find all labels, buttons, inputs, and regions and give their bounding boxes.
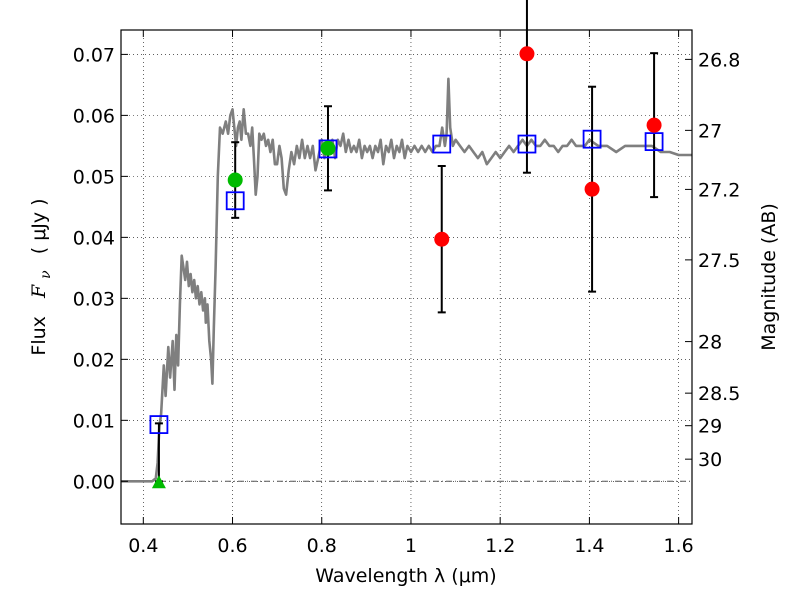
y2-axis-label: Magnitude (AB) xyxy=(758,203,780,351)
y-tick-label: 0.03 xyxy=(73,288,115,310)
mag-tick-label: 28.5 xyxy=(698,383,740,405)
mag-tick-label: 29 xyxy=(698,416,722,438)
plot-frame xyxy=(120,29,693,525)
synthetic-photometry-square xyxy=(582,129,602,149)
y-tick-label: 0.01 xyxy=(73,410,115,432)
x-axis-label: Wavelength λ (μm) xyxy=(315,565,496,587)
mag-tick-label: 27 xyxy=(698,120,722,142)
synthetic-photometry-square xyxy=(644,132,664,152)
y-tick-label: 0.00 xyxy=(73,471,115,493)
observed-photometry-point xyxy=(584,181,600,197)
hst-photometry-point xyxy=(320,140,336,156)
observed-photometry-point xyxy=(434,231,450,247)
x-tick-label: 0.4 xyxy=(128,535,158,557)
y-tick-label: 0.04 xyxy=(73,227,115,249)
y-tick-label: 0.05 xyxy=(73,166,115,188)
y-tick-label: 0.02 xyxy=(73,349,115,371)
y-axis-label: Flux F ν ( μJy ) xyxy=(28,198,55,355)
y-axis-label-unit: ( μJy ) xyxy=(28,198,50,254)
y-tick-label: 0.07 xyxy=(73,44,115,66)
x-tick-label: 1.6 xyxy=(664,535,694,557)
axis-ticks: 0.4 0.6 0.8 1 1.2 1.4 1.6 0.00 0.01 0.02 0.03 0.04 0… xyxy=(73,30,740,557)
x-tick-label: 0.6 xyxy=(217,535,247,557)
synthetic-photometry-square xyxy=(225,191,245,211)
svg-text:Flux F ν ( μ: Flux F ν ( μJy ) xyxy=(28,198,55,355)
y-axis-label-text: Flux xyxy=(28,316,50,356)
y-tick-label: 0.06 xyxy=(73,105,115,127)
y-axis-label-subscript: ν xyxy=(38,270,54,279)
synthetic-photometry-square xyxy=(149,415,169,434)
data-markers xyxy=(149,0,664,489)
hst-upper-limit-triangle xyxy=(151,475,166,489)
observed-photometry-point xyxy=(519,46,535,62)
x-tick-label: 0.8 xyxy=(307,535,337,557)
observed-photometry-point xyxy=(646,117,662,133)
mag-tick-label: 27.2 xyxy=(698,179,740,201)
mag-tick-label: 26.8 xyxy=(698,49,740,71)
synthetic-photometry-square xyxy=(318,139,338,159)
synthetic-photometry-square xyxy=(432,134,452,154)
mag-tick-label: 27.5 xyxy=(698,250,740,272)
synthetic-photometry-square xyxy=(517,134,537,154)
mag-tick-label: 30 xyxy=(698,449,722,471)
hst-photometry-point xyxy=(227,172,243,188)
x-tick-label: 1.2 xyxy=(485,535,515,557)
y-axis-label-symbol: F xyxy=(28,284,50,299)
mag-tick-label: 28 xyxy=(698,332,722,354)
x-tick-label: 1 xyxy=(405,535,417,557)
x-tick-label: 1.4 xyxy=(574,535,604,557)
